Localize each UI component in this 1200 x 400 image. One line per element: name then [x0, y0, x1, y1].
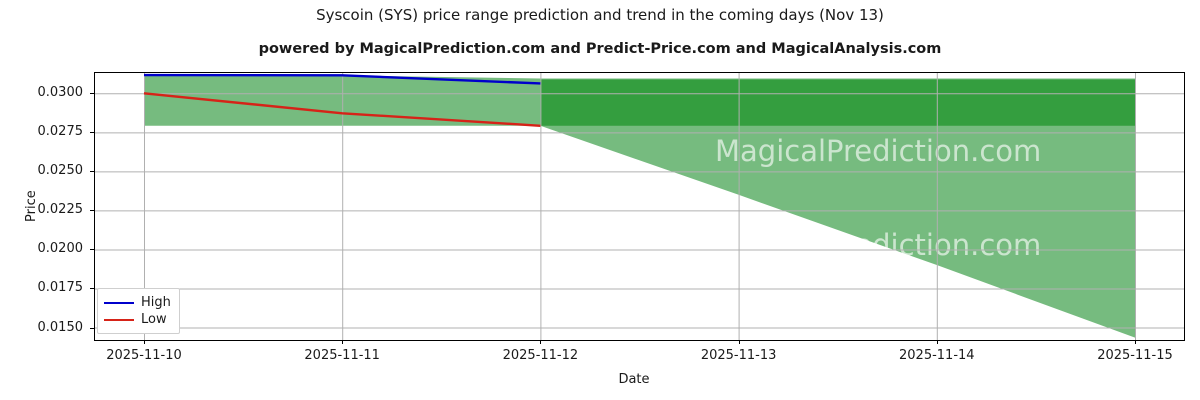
watermark-text: MagicalAnalysis.com [225, 134, 527, 168]
x-axis-label: Date [618, 372, 650, 387]
legend-item-low: Low [104, 311, 171, 328]
x-tick-mark [144, 340, 145, 344]
series-line-high [143, 73, 541, 85]
x-tick-label: 2025-11-11 [304, 348, 380, 363]
y-tick-label: 0.0300 [37, 85, 84, 101]
inner-range-band [540, 79, 1135, 126]
plot-area: MagicalAnalysis.com MagicalPrediction.com… [94, 72, 1185, 341]
watermark-text: MagicalPrediction.com [715, 228, 1041, 262]
x-tick-label: 2025-11-15 [1097, 348, 1173, 363]
chart-title: Syscoin (SYS) price range prediction and… [316, 6, 884, 24]
y-tick-mark [90, 328, 94, 329]
y-tick-mark [90, 93, 94, 94]
y-tick-label: 0.0150 [37, 319, 84, 335]
x-tick-mark [739, 340, 740, 344]
x-tick-label: 2025-11-12 [502, 348, 579, 363]
watermark-text: MagicalAnalysis.com [225, 228, 527, 262]
x-tick-label: 2025-11-10 [106, 348, 182, 363]
y-tick-label: 0.0275 [37, 124, 84, 140]
plot-canvas: MagicalAnalysis.com MagicalPrediction.com… [95, 73, 1184, 340]
y-tick-mark [90, 249, 94, 250]
legend-swatch-high [104, 301, 134, 304]
x-tick-label: 2025-11-14 [899, 348, 975, 363]
legend-swatch-low [104, 318, 134, 321]
y-tick-mark [90, 171, 94, 172]
x-tick-mark [937, 340, 938, 344]
series-line-low [143, 92, 541, 127]
chart-subtitle: powered by MagicalPrediction.com and Pre… [258, 41, 942, 57]
chart-legend: High Low [97, 288, 180, 334]
legend-item-high: High [104, 294, 171, 311]
watermark-text: MagicalAnalysis.com [225, 324, 527, 340]
y-tick-label: 0.0225 [37, 202, 84, 218]
y-tick-mark [90, 288, 94, 289]
y-tick-mark [90, 132, 94, 133]
outer-range-band [144, 75, 1135, 338]
x-tick-mark [1135, 340, 1136, 344]
legend-label-high: High [141, 295, 171, 310]
watermark-text: MagicalPrediction.com [715, 134, 1041, 168]
x-tick-label: 2025-11-13 [700, 348, 777, 363]
legend-label-low: Low [141, 312, 167, 327]
watermark-text: MagicalPrediction.com [715, 324, 1041, 340]
x-tick-mark [540, 340, 541, 344]
x-tick-mark [342, 340, 343, 344]
y-tick-label: 0.0175 [37, 280, 84, 296]
y-tick-mark [90, 210, 94, 211]
y-tick-label: 0.0200 [37, 241, 84, 257]
y-tick-label: 0.0250 [37, 163, 84, 179]
